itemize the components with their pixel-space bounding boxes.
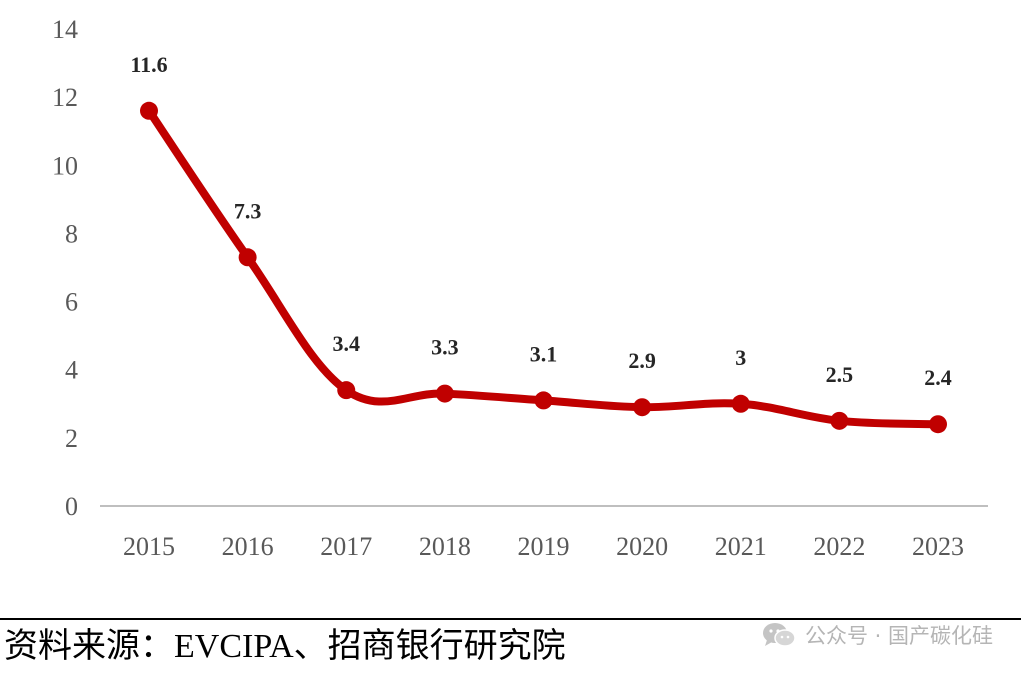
wechat-icon [762,623,796,647]
x-tick-label: 2018 [419,532,471,561]
data-point [633,398,652,417]
y-tick-label: 0 [65,492,78,521]
data-label: 2.4 [924,365,952,390]
data-label: 3 [735,345,746,370]
data-point [140,101,158,120]
y-tick-label: 12 [52,83,78,112]
x-tick-label: 2015 [123,532,175,561]
x-tick-label: 2022 [813,532,865,561]
data-label: 2.9 [628,348,656,373]
data-point [238,248,257,267]
watermark: 公众号 · 国产碳化硅 [761,620,993,650]
data-label: 11.6 [130,52,167,77]
watermark-text: 公众号 · 国产碳化硅 [804,624,993,648]
data-point [830,411,849,430]
data-label: 3.3 [431,335,459,360]
data-points [140,101,947,434]
x-tick-label: 2019 [518,532,570,561]
data-point [534,391,553,410]
y-tick-label: 14 [52,15,78,44]
y-tick-label: 4 [65,356,78,385]
y-tick-label: 10 [52,151,78,180]
line-chart: 0 2 4 6 8 10 12 14 2015 2016 2017 2018 2019 2020 2021… [52,15,988,561]
data-label: 3.1 [530,341,558,366]
x-tick-label: 2016 [222,532,274,561]
series-line [145,106,942,429]
y-tick-label: 2 [65,424,78,453]
x-tick-label: 2017 [320,532,372,561]
data-label: 2.5 [826,362,854,387]
y-axis-ticks: 0 2 4 6 8 10 12 14 [52,15,78,521]
x-tick-label: 2023 [912,532,964,561]
data-point [929,415,947,434]
data-labels: 11.6 7.3 3.4 3.3 3.1 2.9 3 2.5 2.4 [130,52,951,390]
footer-divider [0,618,1021,620]
x-tick-label: 2020 [616,532,668,561]
data-label: 3.4 [333,331,361,356]
x-axis-ticks: 2015 2016 2017 2018 2019 2020 2021 2022 2023 [123,532,964,561]
x-tick-label: 2021 [715,532,767,561]
data-point [337,381,356,400]
source-note: 资料来源：EVCIPA、招商银行研究院 [4,628,566,665]
y-tick-label: 8 [65,219,78,248]
data-label: 7.3 [234,198,262,223]
data-point [731,394,750,413]
y-tick-label: 6 [65,288,78,317]
data-point [435,384,454,403]
